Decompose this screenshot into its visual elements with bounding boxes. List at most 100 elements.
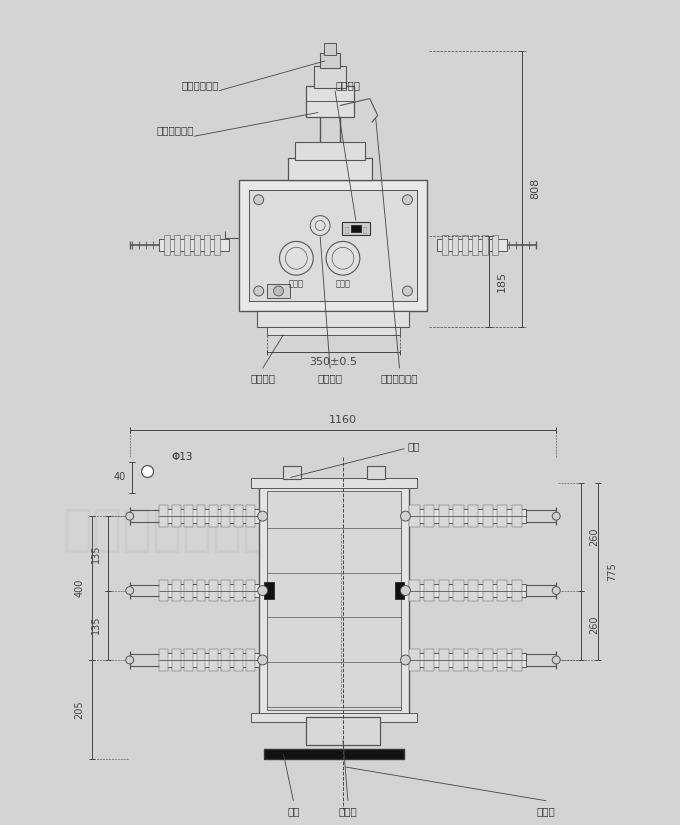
Bar [239, 180, 427, 311]
Text: 185: 185 [496, 271, 507, 292]
Bar [197, 580, 205, 601]
Bar [409, 505, 420, 527]
Bar [222, 580, 230, 601]
Bar [468, 580, 478, 601]
Text: 135: 135 [91, 616, 101, 634]
Text: 未储能: 未储能 [289, 280, 304, 289]
Circle shape [258, 512, 268, 521]
Bar [172, 649, 181, 671]
Text: 航空插座: 航空插座 [250, 373, 275, 384]
Bar [172, 580, 181, 601]
Circle shape [254, 195, 264, 205]
Text: 横担最大尺寸: 横担最大尺寸 [182, 80, 219, 90]
Bar [234, 649, 243, 671]
Bar [409, 649, 420, 671]
Circle shape [258, 655, 268, 665]
Bar [324, 43, 336, 55]
Bar [320, 53, 340, 68]
Bar [174, 235, 180, 255]
Bar [437, 239, 507, 252]
Text: 400: 400 [74, 579, 84, 597]
Bar [306, 86, 354, 117]
Text: 350±0.5: 350±0.5 [309, 357, 357, 367]
Circle shape [326, 242, 360, 275]
Bar [264, 749, 405, 759]
Bar [184, 505, 193, 527]
Text: 1160: 1160 [329, 415, 357, 425]
Bar [288, 158, 372, 180]
Bar [492, 235, 498, 255]
Bar [468, 505, 478, 527]
Bar [439, 649, 449, 671]
Text: 吸钉: 吸钉 [407, 441, 420, 450]
Bar [234, 505, 243, 527]
Bar [512, 580, 522, 601]
Bar [512, 649, 522, 671]
Bar [483, 649, 493, 671]
Text: 135: 135 [91, 544, 101, 563]
Bar [468, 649, 478, 671]
Circle shape [279, 242, 313, 275]
Circle shape [141, 465, 154, 478]
Bar [251, 478, 418, 488]
Bar [482, 235, 488, 255]
Bar [472, 235, 478, 255]
Bar [314, 66, 346, 87]
Bar [160, 505, 168, 527]
Bar [409, 509, 526, 523]
Bar [184, 235, 190, 255]
Bar [284, 465, 301, 479]
Bar [160, 509, 258, 523]
Bar [351, 224, 361, 233]
Bar [204, 235, 210, 255]
Circle shape [310, 215, 330, 235]
Text: 808: 808 [530, 178, 541, 200]
Circle shape [552, 656, 560, 664]
Circle shape [273, 286, 284, 296]
Text: 机构罩: 机构罩 [339, 806, 357, 816]
Text: 205: 205 [74, 700, 84, 719]
Bar [209, 649, 218, 671]
Bar [251, 713, 418, 723]
Bar [264, 582, 273, 600]
Text: 已储能: 已储能 [335, 280, 350, 289]
Bar [483, 580, 493, 601]
Bar [424, 649, 435, 671]
Circle shape [552, 587, 560, 595]
Text: 分: 分 [362, 226, 367, 233]
Bar [409, 583, 526, 597]
Text: 40: 40 [114, 473, 126, 483]
Bar [497, 580, 507, 601]
Bar [512, 505, 522, 527]
Text: 上海永册电气有限公司: 上海永册电气有限公司 [63, 505, 362, 553]
Bar [267, 492, 401, 710]
Bar [409, 653, 526, 667]
Bar [246, 649, 255, 671]
Bar [234, 580, 243, 601]
Bar [483, 505, 493, 527]
Bar [222, 505, 230, 527]
Bar [184, 649, 193, 671]
Bar [424, 580, 435, 601]
Bar [160, 583, 258, 597]
Text: 重心线: 重心线 [537, 806, 556, 816]
Bar [197, 649, 205, 671]
Bar [160, 653, 258, 667]
Bar [367, 465, 385, 479]
Bar [497, 505, 507, 527]
Bar [184, 580, 193, 601]
Bar [267, 327, 400, 335]
Circle shape [552, 512, 560, 520]
Circle shape [254, 286, 264, 296]
Text: 筱盖: 筱盖 [287, 806, 300, 816]
Text: 手动分合手柄: 手动分合手柄 [381, 373, 418, 384]
Circle shape [403, 195, 412, 205]
Bar [258, 483, 409, 718]
Bar [306, 718, 380, 745]
Bar [160, 239, 229, 252]
Text: 775: 775 [607, 563, 617, 581]
Bar [439, 505, 449, 527]
Bar [454, 505, 464, 527]
Bar [160, 649, 168, 671]
Circle shape [258, 586, 268, 596]
